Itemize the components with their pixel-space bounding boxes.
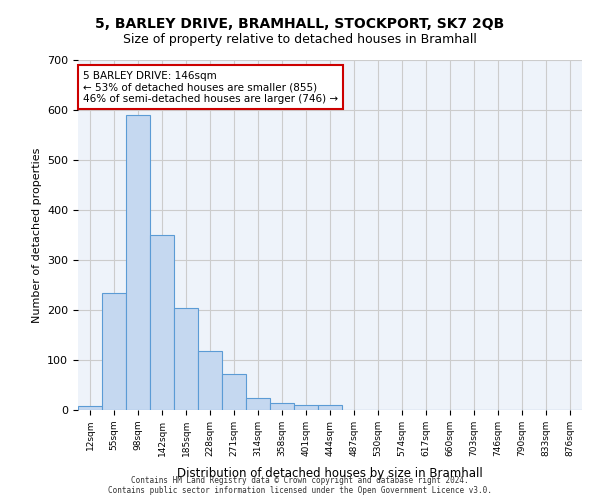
Bar [318, 405, 342, 410]
Text: 5 BARLEY DRIVE: 146sqm
← 53% of detached houses are smaller (855)
46% of semi-de: 5 BARLEY DRIVE: 146sqm ← 53% of detached… [83, 70, 338, 104]
Bar [294, 405, 318, 410]
Bar [102, 292, 126, 410]
Bar [270, 402, 294, 410]
Bar [198, 351, 222, 410]
X-axis label: Distribution of detached houses by size in Bramhall: Distribution of detached houses by size … [177, 467, 483, 480]
Text: 5, BARLEY DRIVE, BRAMHALL, STOCKPORT, SK7 2QB: 5, BARLEY DRIVE, BRAMHALL, STOCKPORT, SK… [95, 18, 505, 32]
Text: Size of property relative to detached houses in Bramhall: Size of property relative to detached ho… [123, 32, 477, 46]
Bar [126, 115, 150, 410]
Bar [78, 406, 102, 410]
Y-axis label: Number of detached properties: Number of detached properties [32, 148, 41, 322]
Bar [150, 235, 174, 410]
Bar [222, 374, 246, 410]
Bar [174, 308, 198, 410]
Bar [246, 398, 270, 410]
Text: Contains HM Land Registry data © Crown copyright and database right 2024.
Contai: Contains HM Land Registry data © Crown c… [108, 476, 492, 495]
